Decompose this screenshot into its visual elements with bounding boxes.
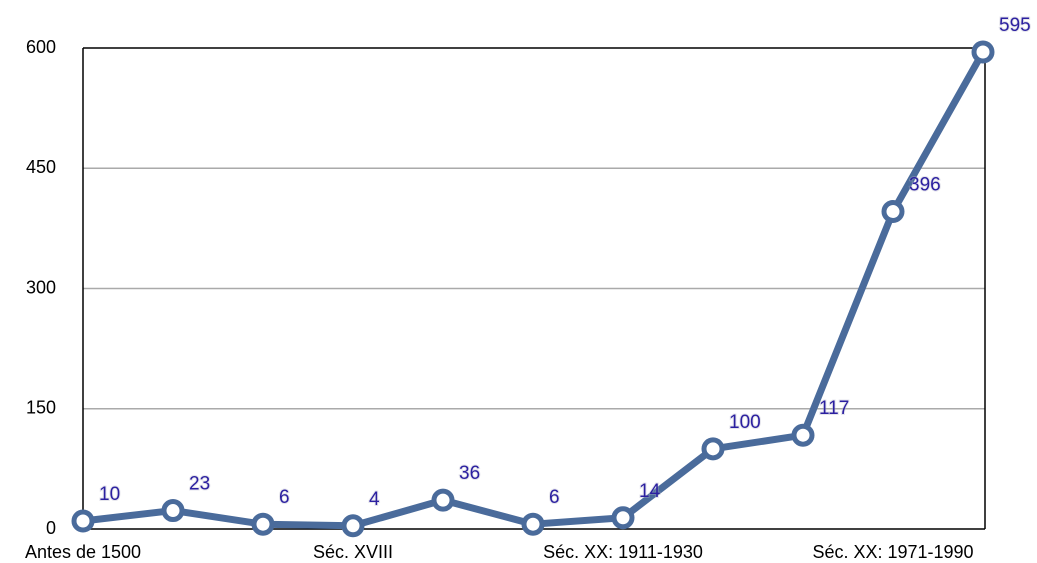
y-tick-label: 150 [26, 398, 56, 418]
value-label: 14 [639, 481, 661, 502]
value-label: 595 [999, 15, 1031, 36]
x-tick-label: Séc. XX: 1971-1990 [812, 542, 973, 562]
marker [971, 40, 995, 64]
marker [521, 512, 545, 536]
value-label: 396 [909, 175, 941, 196]
x-tick-label: Antes de 1500 [25, 542, 141, 562]
value-label: 6 [279, 487, 290, 508]
marker [71, 509, 95, 533]
value-label: 100 [729, 412, 761, 433]
marker [431, 488, 455, 512]
x-tick-label: Séc. XVIII [313, 542, 393, 562]
y-tick-label: 300 [26, 277, 56, 297]
marker [791, 423, 815, 447]
y-tick-label: 600 [26, 37, 56, 57]
marker [881, 200, 905, 224]
marker [251, 512, 275, 536]
marker [611, 506, 635, 530]
value-label: 6 [549, 487, 560, 508]
marker [341, 514, 365, 538]
marker [701, 437, 725, 461]
y-tick-label: 450 [26, 157, 56, 177]
value-label: 10 [99, 484, 120, 505]
value-label: 4 [369, 489, 380, 510]
y-tick-label: 0 [46, 518, 56, 538]
value-label: 36 [459, 463, 480, 484]
marker [161, 499, 185, 523]
value-label: 117 [819, 398, 849, 419]
value-label: 23 [189, 474, 210, 495]
x-tick-label: Séc. XX: 1911-1930 [543, 542, 703, 562]
